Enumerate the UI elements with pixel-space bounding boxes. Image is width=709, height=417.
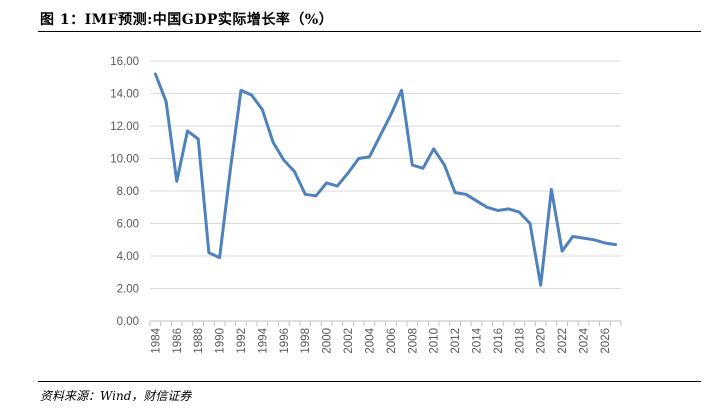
y-tick-label: 2.00 — [117, 284, 139, 296]
y-tick-label: 12.00 — [110, 121, 139, 133]
x-tick-label: 2002 — [343, 328, 355, 354]
x-tick-label: 2022 — [557, 328, 569, 354]
x-tick-label: 2026 — [600, 328, 612, 354]
y-axis-ticks: 0.00 2.00 4.00 6.00 8.00 10.00 12.00 14.00 16.00 — [110, 56, 139, 328]
top-rule — [38, 31, 701, 32]
y-tick-label: 6.00 — [117, 219, 139, 231]
x-tick-label: 1998 — [300, 328, 312, 354]
y-tick-label: 4.00 — [117, 251, 139, 263]
y-tick-label: 8.00 — [117, 186, 139, 198]
x-tick-label: 2006 — [386, 328, 398, 354]
x-tick-label: 1984 — [150, 327, 162, 353]
y-tick-label: 10.00 — [110, 154, 139, 166]
series-line — [153, 72, 618, 287]
x-tick-label: 1990 — [215, 328, 227, 354]
x-tick-label: 2018 — [514, 328, 526, 354]
x-tick-label: 2024 — [579, 327, 591, 353]
source-note: 资料来源：Wind，财信证券 — [40, 389, 192, 403]
bottom-rule — [38, 381, 701, 382]
x-tick-label: 1986 — [172, 328, 184, 354]
x-tick-label: 1996 — [279, 328, 291, 354]
x-tick-label: 2012 — [450, 328, 462, 354]
y-tick-label: 16.00 — [110, 56, 139, 68]
figure-title: 图 1：IMF预测:中国GDP实际增长率（%） — [40, 12, 334, 28]
x-tick-label: 2000 — [322, 328, 334, 354]
x-tick-label: 2004 — [364, 327, 376, 353]
x-tick-label: 2020 — [536, 328, 548, 354]
x-axis-ticks: 1984 1986 1988 1990 1992 1994 1996 1998 2000 2002… — [150, 327, 612, 353]
x-axis — [149, 320, 622, 326]
x-tick-label: 2008 — [407, 328, 419, 354]
x-tick-label: 2016 — [493, 328, 505, 354]
x-tick-label: 2010 — [429, 328, 441, 354]
x-tick-label: 2014 — [471, 327, 483, 353]
x-tick-label: 1992 — [236, 328, 248, 354]
x-tick-label: 1988 — [193, 328, 205, 354]
x-tick-label: 1994 — [257, 327, 269, 353]
y-tick-label: 0.00 — [117, 316, 139, 328]
y-tick-label: 14.00 — [110, 89, 139, 101]
